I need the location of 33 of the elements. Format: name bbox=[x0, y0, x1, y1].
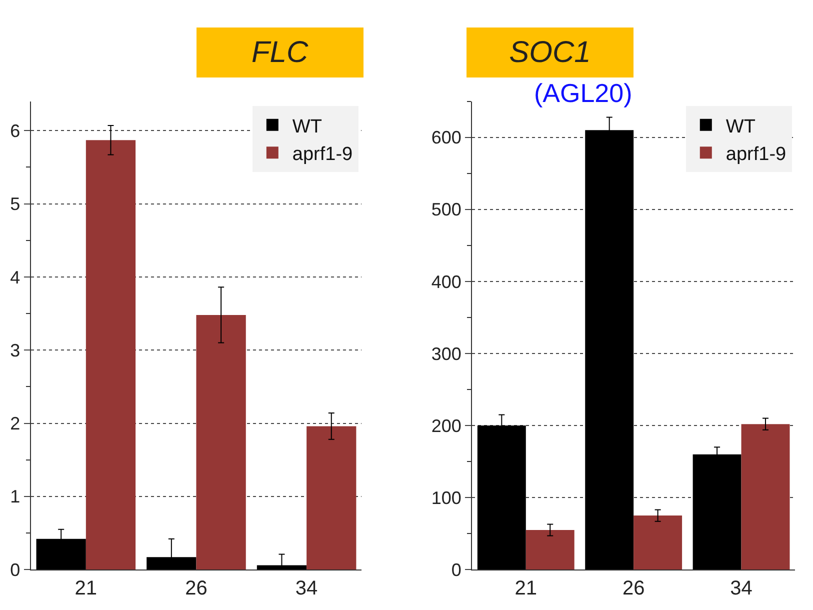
y-tick-label: 600 bbox=[431, 128, 462, 148]
y-tick-label: 200 bbox=[431, 416, 462, 436]
bar bbox=[196, 314, 246, 570]
legend-label: aprf1-9 bbox=[726, 144, 786, 165]
y-tick-label: 2 bbox=[10, 414, 20, 434]
y-tick-label: 300 bbox=[431, 344, 462, 364]
bar bbox=[634, 516, 682, 570]
bar bbox=[306, 426, 356, 570]
y-tick-label: 6 bbox=[10, 120, 20, 141]
x-tick-label: 34 bbox=[295, 578, 318, 600]
legend-label: aprf1-9 bbox=[292, 144, 353, 165]
y-tick-label: 1 bbox=[10, 486, 20, 507]
y-tick-label: 400 bbox=[431, 272, 462, 292]
x-tick-label: 26 bbox=[185, 578, 208, 600]
y-tick-label: 0 bbox=[10, 560, 20, 580]
x-tick-label: 21 bbox=[514, 578, 538, 600]
x-tick-label: 21 bbox=[74, 578, 98, 600]
legend-label: WT bbox=[726, 116, 756, 138]
y-tick-label: 3 bbox=[10, 340, 20, 360]
x-tick-label: 26 bbox=[622, 578, 645, 600]
x-tick-label: 34 bbox=[730, 578, 752, 600]
chart-subtitle: (AGL20) bbox=[534, 78, 632, 108]
chart-title: SOC1 bbox=[509, 36, 591, 69]
y-tick-label: 4 bbox=[10, 267, 20, 288]
legend-label: WT bbox=[292, 116, 322, 138]
chart-title: FLC bbox=[251, 36, 309, 69]
y-tick-label: 500 bbox=[431, 200, 462, 220]
y-tick-label: 100 bbox=[431, 488, 462, 508]
bar bbox=[526, 530, 574, 570]
bar bbox=[741, 424, 790, 570]
y-tick-label: 0 bbox=[451, 560, 462, 580]
y-tick-label: 5 bbox=[10, 194, 20, 214]
bar bbox=[86, 140, 136, 570]
